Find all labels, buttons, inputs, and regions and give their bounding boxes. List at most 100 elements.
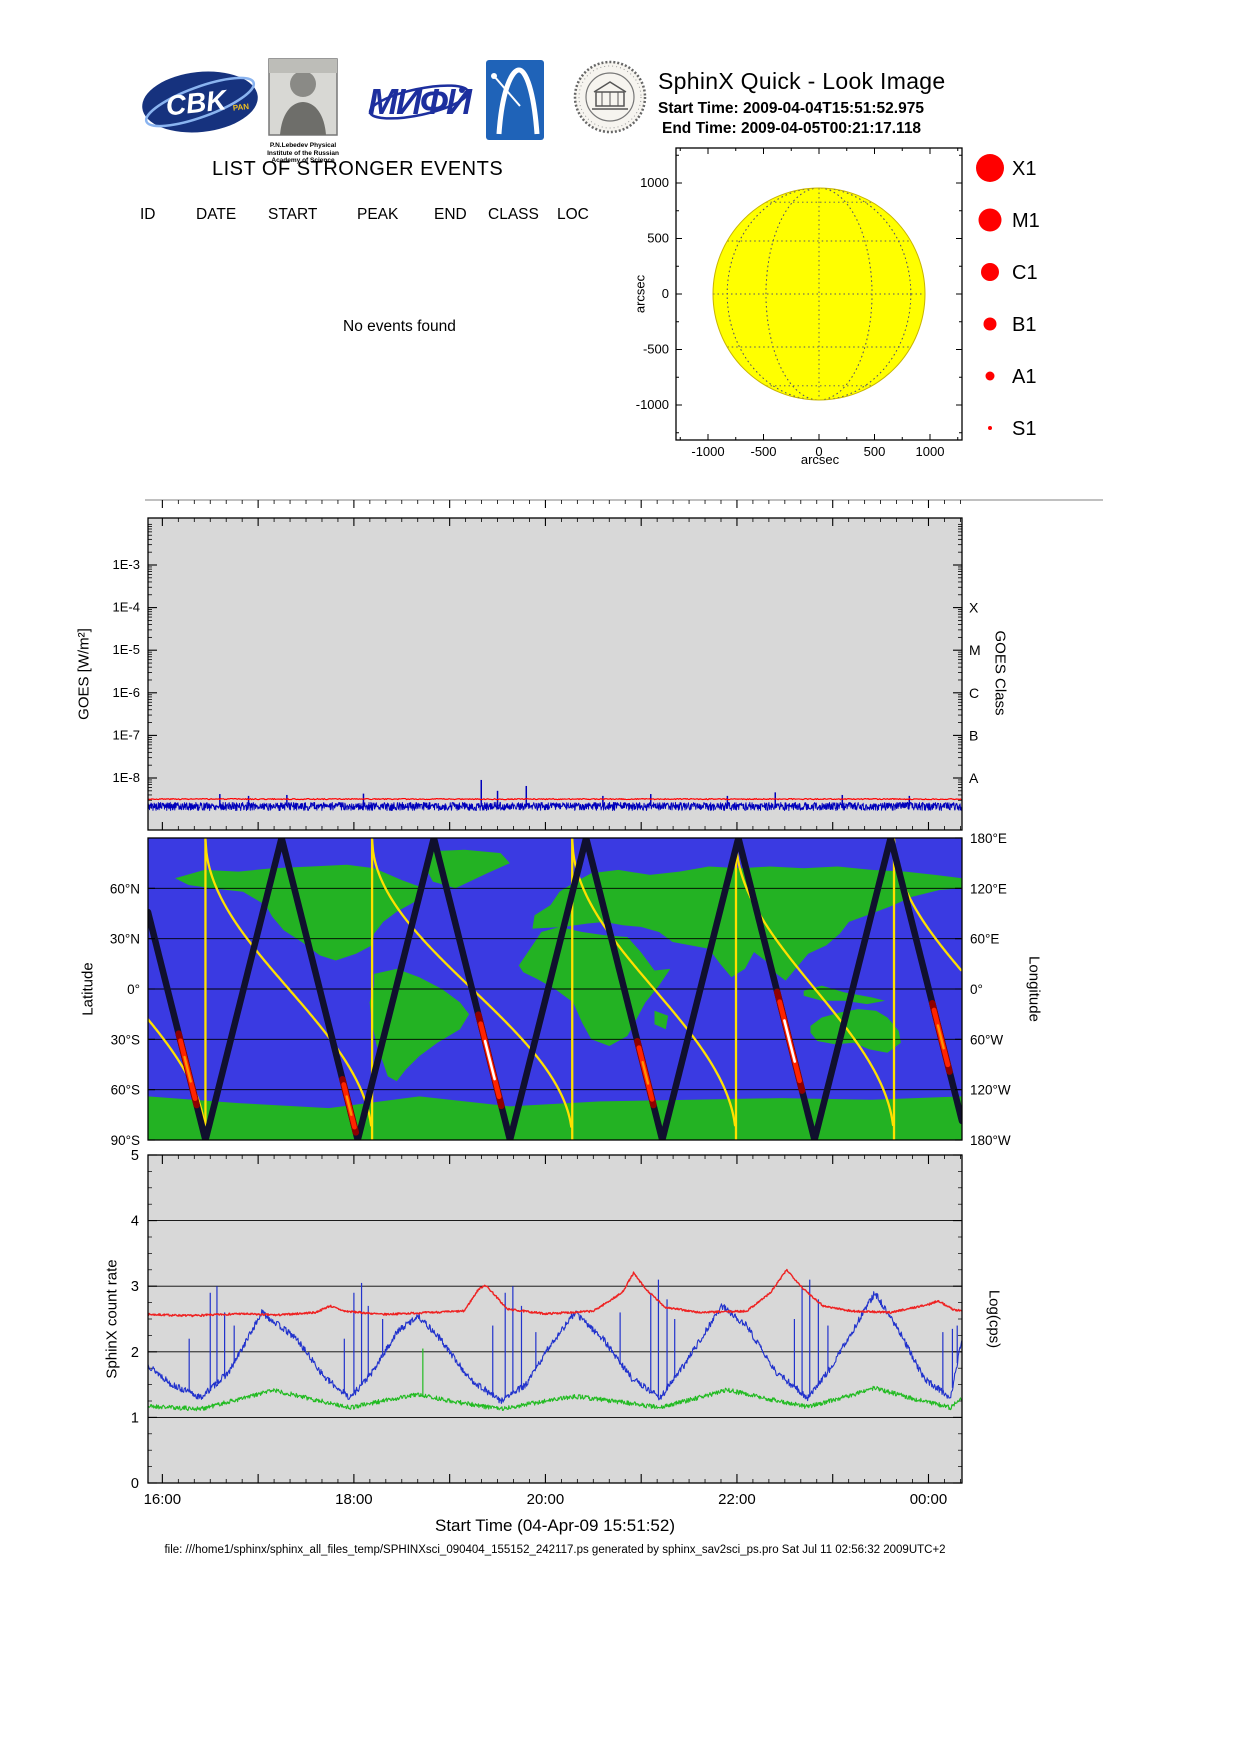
svg-text:0: 0 bbox=[131, 1476, 139, 1492]
svg-text:1E-5: 1E-5 bbox=[113, 642, 140, 657]
legend-circle-A1 bbox=[985, 371, 995, 381]
svg-text:00:00: 00:00 bbox=[910, 1491, 948, 1508]
svg-text:60°S: 60°S bbox=[111, 1083, 140, 1098]
count-rate-data bbox=[148, 1268, 962, 1412]
column-label-date: DATE bbox=[196, 206, 237, 223]
svg-text:180°W: 180°W bbox=[970, 1133, 1011, 1148]
orbit-track bbox=[148, 838, 962, 1140]
sun-xaxis-title: arcsec bbox=[800, 452, 840, 467]
count-rate-axis-title: SphinX count rate bbox=[103, 1259, 121, 1379]
logcps-axis-title: Log(cps) bbox=[985, 1289, 1003, 1349]
svg-text:20:00: 20:00 bbox=[527, 1491, 565, 1508]
lebedev-caption: P.N.Lebedev Physical Institute of the Ru… bbox=[243, 142, 363, 165]
svg-text:C1: C1 bbox=[1012, 262, 1038, 284]
column-label-class: CLASS bbox=[488, 206, 539, 223]
svg-text:M1: M1 bbox=[1012, 210, 1040, 232]
svg-text:30°S: 30°S bbox=[111, 1032, 140, 1047]
column-label-end: END bbox=[434, 206, 467, 223]
header-logos: CBK PAN P.N.Lebedev Physical Institute o… bbox=[138, 58, 658, 164]
lebedev-caption-line1: P.N.Lebedev Physical bbox=[269, 142, 337, 149]
svg-text:1000: 1000 bbox=[916, 444, 945, 459]
svg-text:X: X bbox=[969, 600, 979, 616]
svg-text:0: 0 bbox=[815, 444, 822, 459]
latitude-axis-title: Latitude bbox=[79, 962, 97, 1016]
legend-circle-X1 bbox=[976, 154, 1004, 182]
svg-text:A1: A1 bbox=[1012, 366, 1036, 388]
svg-text:1E-7: 1E-7 bbox=[113, 727, 140, 742]
lebedev-portrait bbox=[268, 58, 338, 136]
cbk-logo-graphic: CBK PAN bbox=[142, 71, 258, 133]
svg-text:M: M bbox=[969, 642, 981, 658]
svg-text:1E-3: 1E-3 bbox=[113, 557, 140, 572]
no-events-message: No events found bbox=[343, 318, 456, 335]
column-label-start: START bbox=[268, 206, 318, 223]
svg-text:3: 3 bbox=[131, 1279, 139, 1295]
seal-logo bbox=[572, 58, 648, 141]
flare-class-legend: X1 M1 C1 B1 A1 S1 bbox=[976, 154, 1040, 440]
goes-data bbox=[148, 779, 962, 812]
svg-text:90°S: 90°S bbox=[111, 1133, 140, 1148]
footer-text: file: ///home1/sphinx/sphinx_all_files_t… bbox=[164, 1544, 946, 1556]
page-title: SphinX Quick - Look Image bbox=[658, 68, 946, 94]
svg-text:1E-4: 1E-4 bbox=[113, 600, 140, 615]
svg-text:S1: S1 bbox=[1012, 418, 1036, 440]
column-label-loc: LOC bbox=[557, 206, 589, 223]
cbk-logo-subtext: PAN bbox=[232, 102, 249, 113]
svg-text:1E-8: 1E-8 bbox=[113, 770, 140, 785]
goes-yaxis-title: GOES [W/m²] bbox=[75, 628, 93, 720]
ground-track-panel: 60°N 30°N 0° 30°S 60°S 90°S 180°E 120°E 60°E 0° 60… bbox=[110, 831, 1011, 1148]
svg-text:22:00: 22:00 bbox=[718, 1491, 756, 1508]
solar-grid bbox=[713, 188, 925, 400]
solar-disk-panel: -1000 -500 0 500 1000 -1000 -500 0 500 1000 bbox=[636, 147, 963, 459]
cbk-logo-text: CBK bbox=[164, 84, 229, 121]
lebedev-logo: P.N.Lebedev Physical Institute of the Ru… bbox=[267, 58, 363, 165]
svg-text:500: 500 bbox=[647, 231, 669, 246]
svg-text:4: 4 bbox=[131, 1214, 139, 1230]
svg-text:B1: B1 bbox=[1012, 314, 1036, 336]
column-label-peak: PEAK bbox=[357, 206, 399, 223]
svg-text:18:00: 18:00 bbox=[335, 1491, 373, 1508]
time-axis-title: Start Time (04-Apr-09 15:51:52) bbox=[434, 1516, 675, 1535]
svg-text:180°E: 180°E bbox=[970, 831, 1007, 846]
legend-circle-S1 bbox=[988, 426, 992, 430]
svg-text:0°: 0° bbox=[970, 982, 983, 997]
svg-text:1: 1 bbox=[131, 1410, 139, 1426]
svg-text:16:00: 16:00 bbox=[144, 1491, 182, 1508]
mifi-logo-graphic: МИФИ bbox=[368, 81, 475, 122]
lebedev-caption-line2: Institute of the Russian bbox=[267, 149, 339, 157]
legend-circle-M1 bbox=[978, 208, 1002, 232]
continent-madagascar bbox=[654, 1010, 669, 1030]
svg-text:60°E: 60°E bbox=[970, 932, 999, 947]
svg-text:500: 500 bbox=[864, 444, 886, 459]
svg-text:-500: -500 bbox=[643, 342, 669, 357]
end-time: End Time: 2009-04-05T00:21:17.118 bbox=[662, 120, 922, 137]
cbk-logo: CBK PAN bbox=[138, 60, 262, 149]
goes-class-axis-title: GOES Class bbox=[991, 630, 1009, 716]
arch-logo-graphic bbox=[486, 60, 544, 140]
svg-text:60°N: 60°N bbox=[110, 881, 140, 896]
legend-circle-B1 bbox=[983, 317, 997, 331]
arch-logo bbox=[486, 60, 544, 145]
svg-text:-1000: -1000 bbox=[636, 397, 669, 412]
svg-text:1E-6: 1E-6 bbox=[113, 685, 140, 700]
svg-text:A: A bbox=[969, 770, 979, 786]
continent-eurasia bbox=[532, 866, 962, 981]
svg-text:5: 5 bbox=[131, 1148, 139, 1164]
svg-text:2: 2 bbox=[131, 1345, 139, 1361]
svg-text:-500: -500 bbox=[750, 444, 776, 459]
svg-text:0°: 0° bbox=[127, 982, 140, 997]
svg-text:B: B bbox=[969, 727, 978, 743]
svg-text:-1000: -1000 bbox=[691, 444, 724, 459]
legend-circle-C1 bbox=[981, 263, 999, 281]
svg-text:30°N: 30°N bbox=[110, 932, 140, 947]
svg-text:C: C bbox=[969, 685, 979, 701]
continent-australia bbox=[810, 1009, 901, 1053]
svg-text:1000: 1000 bbox=[640, 175, 669, 190]
svg-text:120°W: 120°W bbox=[970, 1083, 1011, 1098]
goes-panel: 1E-3 1E-4 1E-5 1E-6 1E-7 1E-8 X M C B A bbox=[113, 499, 1103, 831]
lebedev-caption-line3: Academy of Science bbox=[271, 157, 335, 164]
column-label-id: ID bbox=[140, 206, 156, 223]
sun-yaxis-title: arcsec bbox=[632, 274, 648, 314]
start-time: Start Time: 2009-04-04T15:51:52.975 bbox=[658, 100, 924, 117]
